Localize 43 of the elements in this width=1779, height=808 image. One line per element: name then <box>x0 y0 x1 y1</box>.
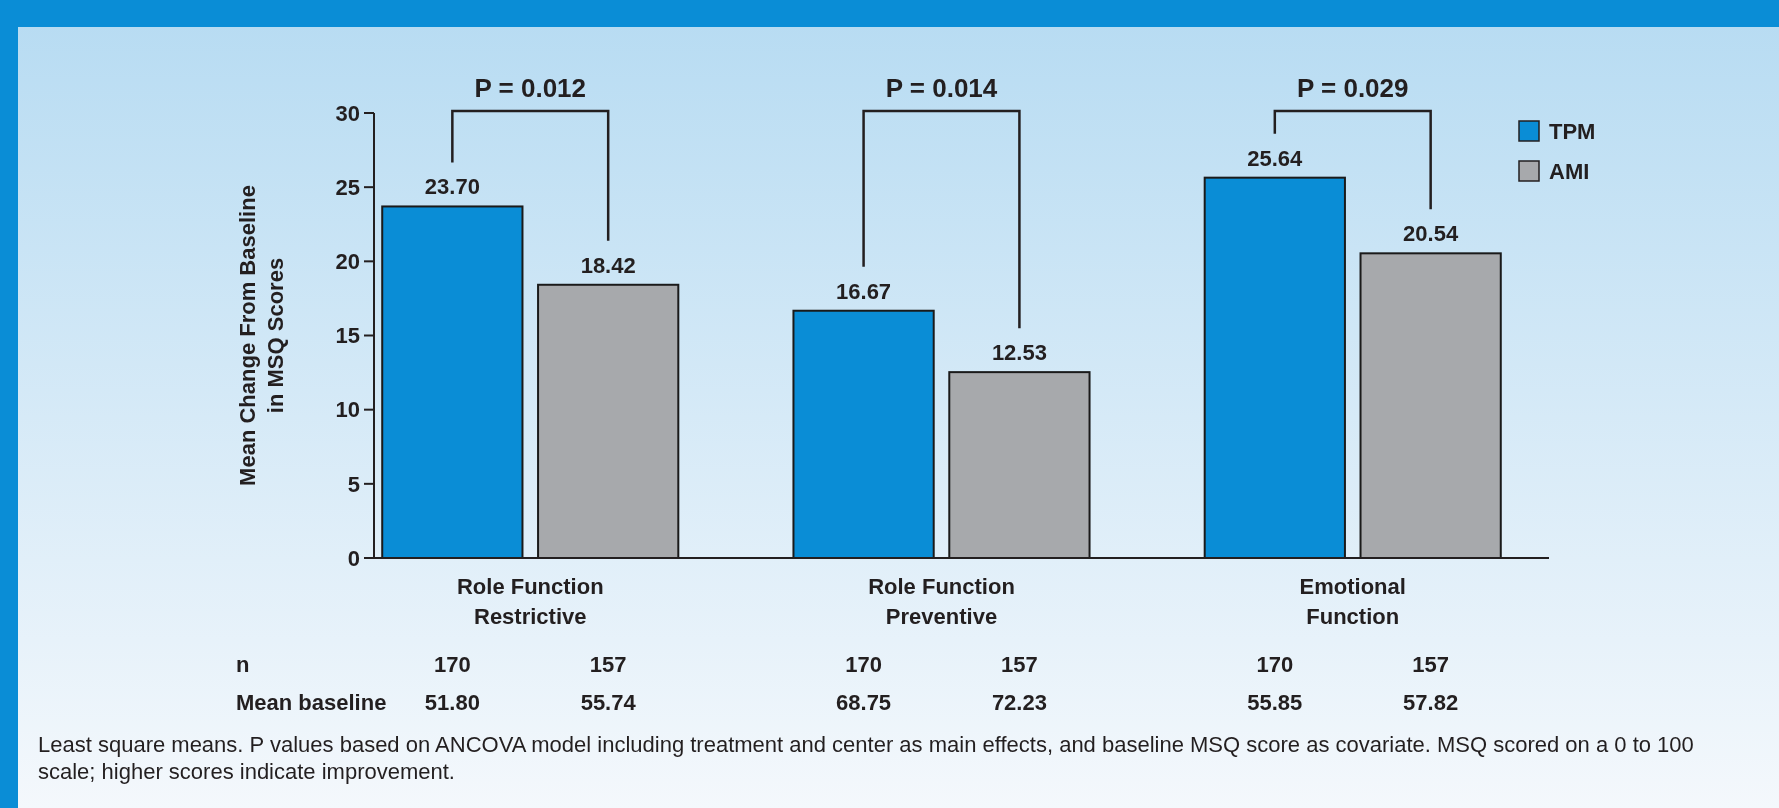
text: 55.74 <box>580 690 637 715</box>
text: 68.75 <box>836 690 892 715</box>
bar <box>1203 176 1346 559</box>
data-label: 23.70 <box>424 174 480 200</box>
x-tick-label: Emotional Function <box>1299 574 1406 629</box>
text: 72.23 <box>991 690 1047 715</box>
text: n <box>236 652 250 677</box>
bar <box>1359 252 1502 559</box>
data-label: 20.54 <box>1403 221 1459 247</box>
bar <box>948 371 1091 559</box>
text: Mean baseline <box>236 690 387 715</box>
x-tick-label: Role Function Preventive <box>868 574 1015 629</box>
y-tick-label: 20 <box>335 249 360 275</box>
y-tick-label: 0 <box>347 545 360 571</box>
text: P = 0.014 <box>885 73 998 103</box>
text: 157 <box>1412 652 1450 677</box>
y-tick-label: 10 <box>335 397 360 423</box>
text: 57.82 <box>1403 690 1459 715</box>
bar <box>792 309 935 559</box>
data-label: 18.42 <box>580 252 636 278</box>
data-label: 16.67 <box>836 278 892 304</box>
y-tick-label: 5 <box>347 471 360 497</box>
text: Least square means. P values based on ANCOVA model including treatment and center as main effects, and baseline MSQ score as covariate. MSQ scored on a 0 to 100 scale; higher scores indicate improvement. <box>38 732 1694 784</box>
x-tick-label: Role Function Restrictive <box>456 574 604 629</box>
text: 55.85 <box>1247 690 1303 715</box>
legend-label: AMI <box>1549 158 1590 184</box>
text: P = 0.012 <box>474 73 587 103</box>
text: 157 <box>1001 652 1038 677</box>
data-label: 25.64 <box>1247 145 1304 171</box>
text: 170 <box>1256 652 1294 677</box>
legend-label: TPM <box>1549 118 1596 144</box>
text: 157 <box>589 652 627 677</box>
y-tick-label: 15 <box>335 323 360 349</box>
y-tick-label: 25 <box>335 174 360 200</box>
text: 170 <box>845 652 882 677</box>
data-label: 12.53 <box>991 340 1047 366</box>
y-tick-label: 30 <box>335 100 360 126</box>
text: 51.80 <box>424 690 480 715</box>
y-axis-title: Mean Change From Baseline in MSQ Scores <box>235 185 288 486</box>
bar <box>537 283 680 559</box>
text: 170 <box>433 652 471 677</box>
text: P = 0.029 <box>1296 73 1409 103</box>
bar <box>381 205 524 559</box>
